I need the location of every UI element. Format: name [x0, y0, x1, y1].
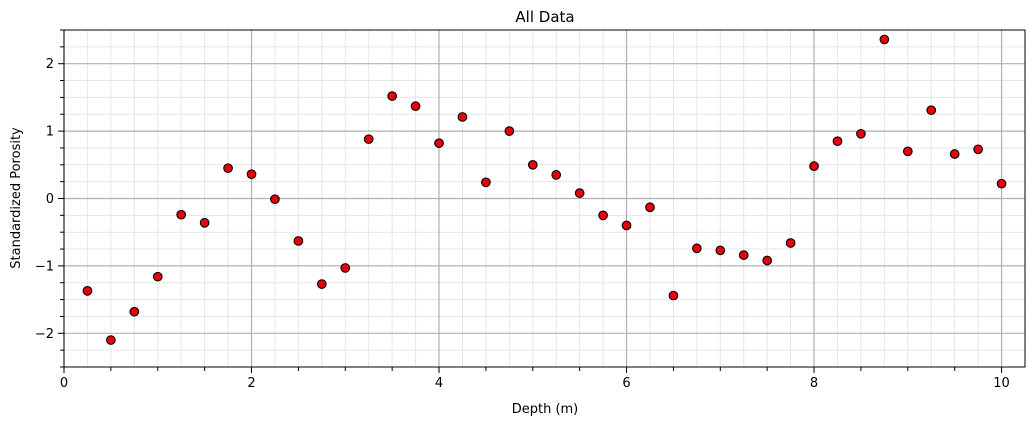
y-tick-label: −2	[35, 327, 54, 342]
chart-title: All Data	[515, 8, 574, 26]
data-point	[129, 306, 140, 317]
data-point	[996, 178, 1007, 189]
data-point	[504, 126, 515, 136]
data-point	[387, 91, 397, 101]
data-point	[762, 255, 773, 266]
y-axis-title: Standardized Porosity	[9, 127, 24, 269]
data-point	[199, 217, 210, 228]
x-tick-labels: 0 2 4 6 8 10	[60, 376, 1010, 391]
data-point	[316, 279, 327, 289]
data-point	[738, 250, 749, 260]
data-point	[152, 271, 163, 282]
data-point	[457, 112, 468, 122]
y-tick-labels: −2 −1 0 1 2	[35, 57, 54, 342]
data-point	[902, 146, 913, 157]
data-point	[715, 245, 726, 256]
data-point	[856, 128, 866, 139]
axis-ticks	[58, 29, 1003, 373]
x-tick-label: 4	[435, 376, 443, 391]
data-point	[692, 243, 702, 254]
data-point	[434, 138, 444, 149]
data-point	[551, 170, 562, 180]
y-tick-label: −1	[35, 259, 54, 274]
data-point	[621, 220, 632, 231]
data-point	[223, 163, 233, 174]
y-tick-label: 1	[46, 125, 54, 140]
data-point	[926, 105, 937, 116]
data-point	[598, 210, 608, 221]
data-point	[973, 144, 983, 155]
data-point	[82, 285, 93, 296]
y-tick-label: 0	[46, 192, 54, 207]
data-point	[949, 149, 960, 159]
data-point	[668, 290, 679, 301]
data-point	[293, 236, 304, 246]
data-point	[879, 34, 890, 45]
x-tick-label: 6	[622, 376, 630, 391]
x-tick-label: 10	[993, 376, 1010, 391]
data-point	[176, 209, 187, 220]
x-tick-label: 2	[247, 376, 255, 391]
data-point	[363, 134, 374, 145]
data-point	[481, 177, 491, 188]
data-point	[527, 159, 538, 170]
data-point	[270, 194, 280, 205]
data-point	[410, 101, 421, 112]
data-point	[574, 188, 585, 198]
data-point	[645, 202, 655, 213]
x-axis-title: Depth (m)	[512, 402, 579, 417]
data-point	[106, 335, 116, 345]
y-tick-label: 2	[46, 57, 54, 72]
data-point	[246, 169, 257, 180]
x-tick-label: 0	[60, 376, 68, 391]
data-point	[832, 136, 843, 147]
data-points	[82, 34, 1007, 345]
data-point	[809, 161, 819, 171]
x-tick-label: 8	[810, 376, 818, 391]
data-point	[340, 263, 351, 273]
data-point	[785, 238, 796, 248]
